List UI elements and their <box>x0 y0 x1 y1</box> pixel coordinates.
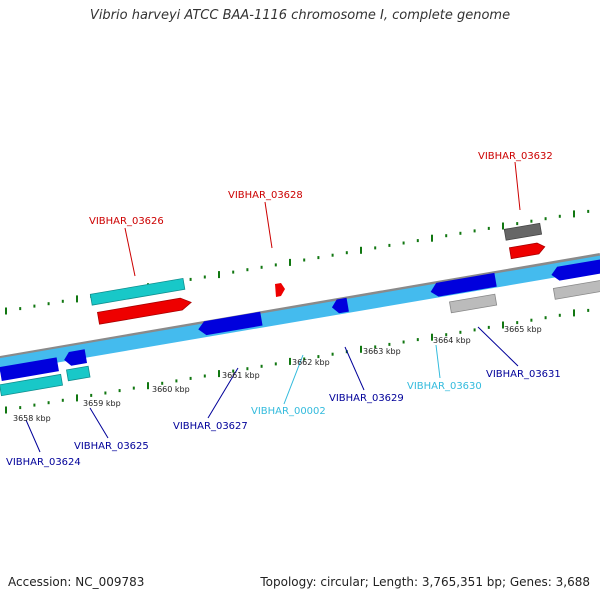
gene-lower-gray-right[interactable] <box>552 277 600 300</box>
gene-lower-cyan[interactable] <box>0 373 63 397</box>
label-VIBHAR_03629[interactable]: VIBHAR_03629 <box>329 393 404 404</box>
label-VIBHAR_03632[interactable]: VIBHAR_03632 <box>478 151 553 162</box>
gene-VIBHAR_03627[interactable] <box>197 311 263 337</box>
label-VIBHAR_03624[interactable]: VIBHAR_03624 <box>6 457 81 468</box>
gene-VIBHAR_03624[interactable] <box>0 357 59 381</box>
gene-VIBHAR_03625-arrow[interactable] <box>63 349 88 367</box>
scale-label-3664: 3664 kbp <box>433 336 471 345</box>
label-VIBHAR_03627[interactable]: VIBHAR_03627 <box>173 421 248 432</box>
label-VIBHAR_03625[interactable]: VIBHAR_03625 <box>74 441 149 452</box>
leader-VIBHAR_03626 <box>124 227 136 277</box>
backbone-outer <box>0 253 600 360</box>
gene-VIBHAR_03632[interactable] <box>503 222 546 260</box>
map-title: Vibrio harveyi ATCC BAA-1116 chromosome … <box>89 8 511 23</box>
accession-text: Accession: NC_009783 <box>8 575 145 589</box>
gene-lower-cyan-2[interactable] <box>66 365 91 382</box>
strand-light-blue <box>0 254 600 374</box>
gene-VIBHAR_03629[interactable] <box>331 297 349 314</box>
gene-VIBHAR_03628[interactable] <box>275 283 285 297</box>
gene-right-blue[interactable] <box>550 258 600 282</box>
label-VIBHAR_03628[interactable]: VIBHAR_03628 <box>228 190 303 201</box>
label-VIBHAR_03630[interactable]: VIBHAR_03630 <box>407 381 482 392</box>
lower-scale-ticks <box>5 308 590 414</box>
scale-label-3658: 3658 kbp <box>13 414 51 423</box>
leader-VIBHAR_03624 <box>25 419 41 453</box>
label-VIBHAR_03626[interactable]: VIBHAR_03626 <box>89 216 164 227</box>
scale-label-3662: 3662 kbp <box>292 358 330 367</box>
gene-VIBHAR_03631[interactable] <box>429 272 497 298</box>
gene-VIBHAR_03626[interactable] <box>89 277 192 325</box>
scale-label-3663: 3663 kbp <box>363 347 401 356</box>
label-VIBHAR_00002[interactable]: VIBHAR_00002 <box>251 406 326 417</box>
leader-VIBHAR_03632 <box>514 161 521 211</box>
leader-VIBHAR_03631 <box>477 326 519 367</box>
gene-VIBHAR_03630[interactable] <box>449 293 498 314</box>
leader-VIBHAR_03625 <box>89 407 109 439</box>
scale-label-3659: 3659 kbp <box>83 399 121 408</box>
leader-VIBHAR_03627 <box>207 367 239 419</box>
leader-VIBHAR_03630 <box>435 344 441 379</box>
leader-VIBHAR_00002 <box>283 354 304 405</box>
leader-VIBHAR_03629 <box>344 346 365 391</box>
label-VIBHAR_03631[interactable]: VIBHAR_03631 <box>486 369 561 380</box>
genome-summary-text: Topology: circular; Length: 3,765,351 bp… <box>260 575 590 589</box>
leader-VIBHAR_03628 <box>264 201 273 249</box>
scale-label-3661: 3661 kbp <box>222 371 260 380</box>
scale-label-3665: 3665 kbp <box>504 325 542 334</box>
scale-label-3660: 3660 kbp <box>152 385 190 394</box>
